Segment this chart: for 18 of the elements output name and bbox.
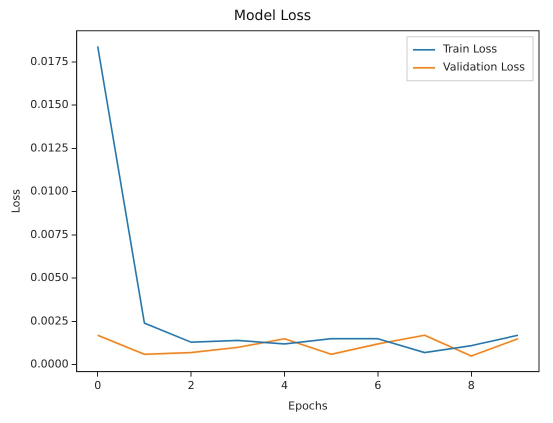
y-tick-label: 0.0175 [30, 54, 69, 68]
y-tick-label: 0.0125 [30, 141, 69, 154]
x-tick-label: 2 [188, 379, 195, 392]
x-tick-label: 0 [94, 379, 102, 392]
x-tick-label: 8 [468, 379, 475, 392]
y-axis-title: Loss [9, 188, 22, 214]
y-tick-label: 0.0075 [30, 228, 69, 241]
y-tick-label: 0.0000 [30, 358, 69, 371]
y-tick-label: 0.0025 [30, 314, 69, 328]
legend-label: Validation Loss [443, 60, 526, 74]
x-axis-title: Epochs [288, 399, 328, 412]
y-tick-label: 0.0150 [30, 98, 69, 112]
x-tick-label: 4 [280, 379, 288, 392]
y-tick-label: 0.0100 [30, 184, 69, 198]
x-tick-label: 6 [374, 379, 382, 392]
legend-label: Train Loss [442, 42, 498, 56]
y-tick-label: 0.0050 [30, 271, 69, 284]
chart-title: Model Loss [234, 8, 312, 24]
